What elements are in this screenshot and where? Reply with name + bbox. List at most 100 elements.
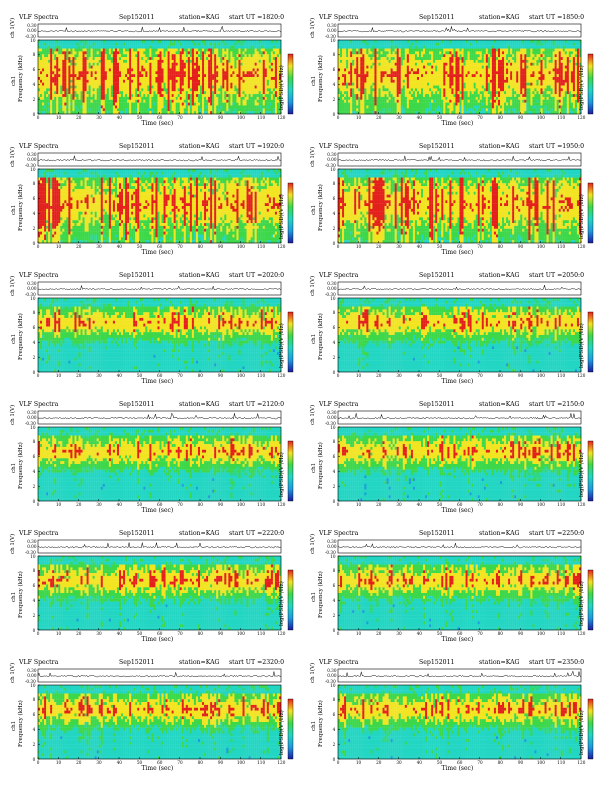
spectrogram-cells xyxy=(38,556,282,631)
x-tick-label: 120 xyxy=(277,244,285,249)
timeseries-tick-label: 0.00 xyxy=(327,415,336,420)
x-tick-label: 50 xyxy=(437,502,442,507)
frequency-axis-label: Frequency (kHz) xyxy=(318,700,324,747)
x-tick-label: 60 xyxy=(457,502,462,507)
x-tick-label: 80 xyxy=(198,115,203,120)
x-tick-label: 30 xyxy=(396,373,401,378)
colorbar-label: log(PSD)(V²/Hz) xyxy=(279,452,285,497)
x-tick-label: 0 xyxy=(37,115,40,120)
x-tick-label: 40 xyxy=(417,373,422,378)
station-label: station=KAG xyxy=(179,659,220,666)
x-tick-label: 110 xyxy=(257,760,265,765)
x-tick-label: 60 xyxy=(457,244,462,249)
y-tick-label: 0 xyxy=(33,241,36,246)
colorbar-label: log(PSD)(V²/Hz) xyxy=(579,710,585,755)
timeseries-tick-label: 0.00 xyxy=(27,673,36,678)
x-tick-label: 60 xyxy=(457,631,462,636)
x-tick-label: 30 xyxy=(96,244,101,249)
x-tick-label: 0 xyxy=(337,631,340,636)
timeseries-line xyxy=(337,285,582,291)
x-tick-label: 20 xyxy=(76,373,81,378)
date-label: Sep152011 xyxy=(419,530,454,537)
start-time-label: start UT =2020:0 xyxy=(229,272,284,279)
x-tick-label: 70 xyxy=(177,502,182,507)
timeseries-axis-label: ch 1(V) xyxy=(10,276,16,296)
start-time-label: start UT =2350:0 xyxy=(529,659,584,666)
x-axis-label: Time (sec) xyxy=(442,507,474,514)
date-label: Sep152011 xyxy=(119,14,154,21)
x-tick-label: 100 xyxy=(237,631,245,636)
x-tick-label: 100 xyxy=(237,502,245,507)
x-tick-label: 60 xyxy=(457,373,462,378)
x-tick-label: 80 xyxy=(498,760,503,765)
timeseries-tick-label: 0.30 xyxy=(327,668,336,673)
timeseries-tick-label: -0.30 xyxy=(325,421,336,426)
panel-plot xyxy=(37,539,294,631)
colorbar-label: log(PSD)(V²/Hz) xyxy=(279,65,285,110)
x-tick-label: 20 xyxy=(76,115,81,120)
panel-plot xyxy=(37,668,294,760)
channel-label: ch1 xyxy=(11,334,17,344)
y-tick-label: 6 xyxy=(33,325,36,330)
x-tick-label: 50 xyxy=(137,760,142,765)
y-tick-label: 8 xyxy=(33,697,36,702)
panel-header: VLF Spectra Sep152011 station=KAG start UT … xyxy=(319,272,589,281)
timeseries-tick-label: 0.30 xyxy=(27,23,36,28)
start-time-label: start UT =2250:0 xyxy=(529,530,584,537)
x-tick-label: 80 xyxy=(198,631,203,636)
y-tick-label: 0 xyxy=(333,241,336,246)
spectrogram-panel: VLF Spectra Sep152011 station=KAG start UT … xyxy=(6,659,296,781)
spectrogram-cells xyxy=(338,427,582,502)
timeseries-line xyxy=(337,542,582,549)
x-tick-label: 80 xyxy=(498,115,503,120)
station-label: station=KAG xyxy=(179,530,220,537)
y-tick-label: 8 xyxy=(33,568,36,573)
x-tick-label: 60 xyxy=(157,373,162,378)
spectrogram-panel: VLF Spectra Sep152011 station=KAG start UT … xyxy=(306,659,596,781)
x-tick-label: 30 xyxy=(396,115,401,120)
x-tick-label: 70 xyxy=(477,115,482,120)
x-tick-label: 110 xyxy=(557,373,565,378)
channel-label: ch1 xyxy=(11,76,17,86)
x-tick-label: 110 xyxy=(257,631,265,636)
x-tick-label: 90 xyxy=(218,373,223,378)
x-tick-label: 70 xyxy=(177,373,182,378)
colorbar xyxy=(587,440,594,502)
x-tick-label: 90 xyxy=(518,760,523,765)
y-tick-label: 4 xyxy=(333,598,336,603)
channel-label: ch1 xyxy=(11,463,17,473)
x-tick-label: 110 xyxy=(257,502,265,507)
timeseries-tick-label: -0.30 xyxy=(325,679,336,684)
timeseries-tick-label: 0.30 xyxy=(27,410,36,415)
timeseries-frame xyxy=(337,539,582,554)
x-tick-label: 120 xyxy=(577,244,585,249)
x-tick-label: 110 xyxy=(257,115,265,120)
x-tick-label: 60 xyxy=(457,760,462,765)
chart-title: VLF Spectra xyxy=(319,530,358,537)
timeseries-axis-label: ch 1(V) xyxy=(10,405,16,425)
timeseries-frame xyxy=(337,281,582,296)
x-tick-label: 20 xyxy=(376,502,381,507)
x-tick-label: 30 xyxy=(396,502,401,507)
y-tick-label: 10 xyxy=(330,38,335,43)
x-tick-label: 80 xyxy=(498,244,503,249)
frequency-axis-label: Frequency (kHz) xyxy=(18,184,24,231)
channel-label: ch1 xyxy=(11,205,17,215)
spectrogram-cells xyxy=(38,169,282,244)
spectrogram-panel: VLF Spectra Sep152011 station=KAG start UT … xyxy=(306,14,596,136)
y-tick-label: 0 xyxy=(33,499,36,504)
x-tick-label: 20 xyxy=(76,244,81,249)
x-tick-label: 30 xyxy=(396,244,401,249)
x-tick-label: 90 xyxy=(218,502,223,507)
x-tick-label: 10 xyxy=(356,244,361,249)
timeseries-tick-label: 0.00 xyxy=(27,157,36,162)
spectrogram-panel: VLF Spectra Sep152011 station=KAG start UT … xyxy=(6,401,296,523)
x-tick-label: 30 xyxy=(96,631,101,636)
colorbar-label: log(PSD)(V²/Hz) xyxy=(579,194,585,239)
x-tick-label: 40 xyxy=(417,244,422,249)
chart-title: VLF Spectra xyxy=(319,143,358,150)
colorbar-label: log(PSD)(V²/Hz) xyxy=(579,452,585,497)
x-tick-label: 50 xyxy=(437,115,442,120)
x-tick-label: 20 xyxy=(76,760,81,765)
x-tick-label: 80 xyxy=(198,502,203,507)
